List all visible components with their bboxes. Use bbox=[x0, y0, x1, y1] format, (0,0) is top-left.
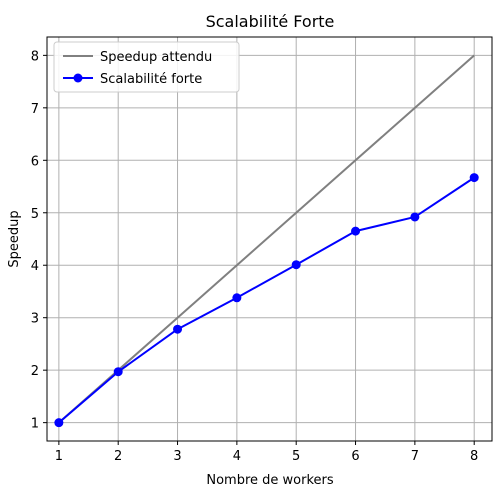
x-tick-label: 8 bbox=[470, 449, 478, 464]
data-point bbox=[410, 212, 420, 222]
y-tick-label: 4 bbox=[31, 259, 39, 274]
data-point bbox=[291, 260, 301, 270]
x-tick-label: 2 bbox=[114, 449, 122, 464]
plot-frame bbox=[46, 36, 493, 442]
y-tick-label: 7 bbox=[31, 102, 39, 117]
y-tick-label: 6 bbox=[31, 154, 39, 169]
y-tick-label: 2 bbox=[31, 364, 39, 379]
y-tick-label: 8 bbox=[31, 49, 39, 64]
chart-title: Scalabilité Forte bbox=[206, 12, 335, 31]
legend: Speedup attendu Scalabilité forte bbox=[53, 41, 240, 93]
x-tick-label: 5 bbox=[292, 449, 300, 464]
series-layer bbox=[54, 54, 479, 428]
data-point bbox=[232, 293, 242, 303]
grid bbox=[47, 37, 492, 441]
x-tick-label: 7 bbox=[411, 449, 419, 464]
y-axis-label: Speedup bbox=[7, 210, 22, 267]
data-point bbox=[351, 226, 361, 236]
data-point bbox=[469, 173, 479, 183]
data-point bbox=[113, 367, 123, 377]
legend-label-strong: Scalabilité forte bbox=[100, 72, 202, 87]
y-tick-label: 5 bbox=[31, 207, 39, 222]
axis-ticks: 1 2 3 4 5 6 7 8 1 2 3 4 5 6 7 8 bbox=[31, 49, 479, 464]
x-tick-label: 4 bbox=[233, 449, 241, 464]
x-tick-label: 1 bbox=[55, 449, 63, 464]
data-point bbox=[54, 418, 64, 428]
legend-marker-strong bbox=[73, 73, 83, 83]
data-point bbox=[173, 324, 183, 334]
legend-box bbox=[53, 41, 240, 93]
series-line-1 bbox=[58, 176, 475, 424]
x-tick-label: 3 bbox=[173, 449, 181, 464]
x-axis-label: Nombre de workers bbox=[206, 473, 334, 488]
y-tick-label: 1 bbox=[31, 417, 39, 432]
x-tick-label: 6 bbox=[351, 449, 359, 464]
legend-label-expected: Speedup attendu bbox=[100, 50, 212, 65]
series-line-0 bbox=[58, 54, 475, 424]
y-tick-label: 3 bbox=[31, 312, 39, 327]
